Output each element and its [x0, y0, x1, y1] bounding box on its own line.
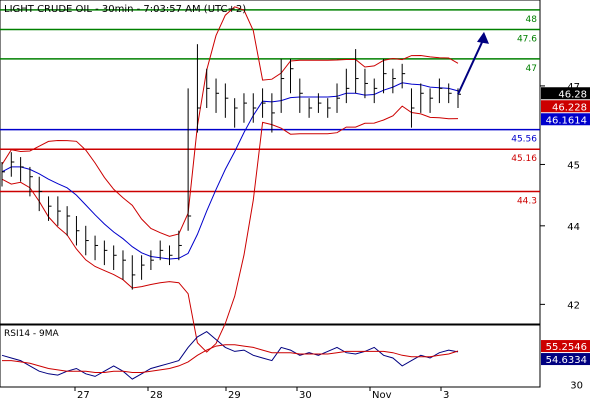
price-badge-label: 46.28	[558, 89, 587, 100]
price-bars	[1, 44, 461, 290]
x-tick-label: 27	[77, 390, 90, 400]
bollinger-lower-line	[1, 105, 459, 353]
price-badge-bg	[541, 100, 590, 113]
rsi-value-badge-label: 55.2546	[546, 342, 587, 353]
x-tick-label: 3	[443, 390, 449, 400]
level-label: 47.6	[517, 34, 537, 44]
bollinger-upper-line	[1, 6, 459, 237]
rsi-series-line	[2, 344, 459, 373]
forecast-arrow	[457, 31, 489, 95]
price-badges: 46.28 46.228 46.1614 55.2546 54.6334	[541, 87, 590, 366]
rsi-value-badge-bg	[541, 353, 590, 366]
level-label: 45.16	[511, 154, 537, 164]
price-badge-bg	[541, 87, 590, 100]
price-badge-label: 46.1614	[546, 115, 587, 126]
x-tick-label: 30	[299, 390, 312, 400]
forecast-arrow-shaft	[457, 37, 485, 95]
price-badge-bg	[541, 113, 590, 126]
rsi-value-badge-label: 54.6334	[546, 355, 587, 366]
y-tick-label: 44	[567, 222, 580, 233]
level-label: 47	[526, 64, 537, 74]
price-badge-label: 46.228	[552, 102, 587, 113]
x-tick-label: 29	[228, 390, 241, 400]
indicator-lines	[1, 6, 459, 353]
rsi-plot-frame	[0, 324, 541, 388]
y-tick-label: 42	[567, 300, 580, 311]
rsi-series-line	[1, 330, 459, 380]
main-plot-frame	[0, 0, 541, 325]
rsi-value-badge-bg	[541, 340, 590, 353]
x-tick-label: Nov	[372, 390, 392, 400]
level-label: 45.56	[511, 135, 537, 145]
x-tick-label: 28	[150, 390, 163, 400]
horizontal-levels: 48 47.6 47 45.56 45.16 44.3	[0, 9, 540, 206]
rsi-y-tick-label: 30	[570, 380, 583, 391]
forecast-arrow-head	[477, 31, 489, 44]
level-label: 44.3	[517, 196, 537, 206]
rsi-lines	[1, 330, 459, 380]
moving-average-line	[1, 82, 459, 260]
y-tick-label: 45	[567, 160, 580, 171]
level-label: 48	[526, 15, 538, 25]
rsi-title: RSI14 - 9MA	[4, 329, 60, 339]
chart-title: LIGHT CRUDE OIL - 30min - 7:03:57 AM (UT…	[4, 4, 246, 15]
